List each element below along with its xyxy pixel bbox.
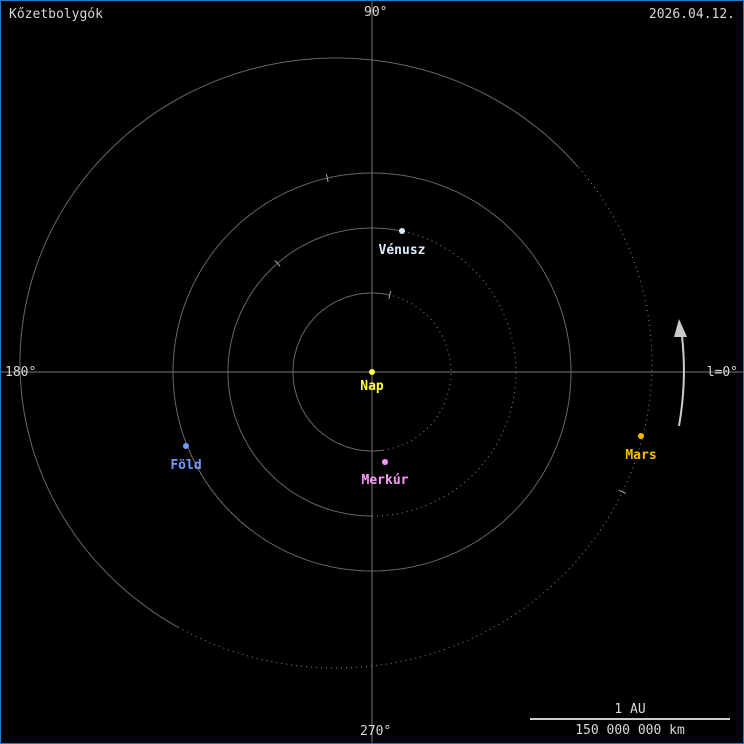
earth-orbit-tick [325, 174, 329, 183]
mars-marker [638, 433, 644, 439]
diagram-title: Kőzetbolygók [9, 7, 103, 22]
mercury-orbit-future [382, 294, 452, 451]
venus-orbit-future [372, 230, 517, 517]
scale-label-km: 150 000 000 km [575, 723, 685, 738]
earth-orbit [172, 172, 572, 572]
venus-orbit-tick [274, 259, 281, 267]
venus-orbit [227, 227, 403, 517]
earth-label: Föld [170, 458, 202, 473]
label-180deg: 180° [5, 365, 37, 380]
mars-orbit-tick [618, 489, 627, 495]
date-label: 2026.04.12. [648, 7, 735, 22]
venus-marker [399, 228, 405, 234]
mercury-orbit [292, 292, 390, 452]
mercury-orbit-tick [388, 291, 392, 300]
scale-label-au: 1 AU [614, 702, 646, 717]
label-0deg: l=0° [706, 365, 738, 380]
direction-arrow-icon [678, 335, 685, 427]
label-90deg: 90° [364, 5, 388, 20]
mercury-marker [382, 459, 388, 465]
venus-label: Vénusz [378, 243, 426, 258]
mercury-label: Merkúr [361, 473, 409, 488]
sun-marker [369, 369, 375, 375]
label-270deg: 270° [360, 724, 392, 739]
mars-label: Mars [625, 448, 657, 463]
earth-marker [183, 443, 189, 449]
mars-orbit [19, 57, 579, 628]
arrowhead-icon [674, 319, 687, 337]
sun-label: Nap [360, 379, 384, 394]
